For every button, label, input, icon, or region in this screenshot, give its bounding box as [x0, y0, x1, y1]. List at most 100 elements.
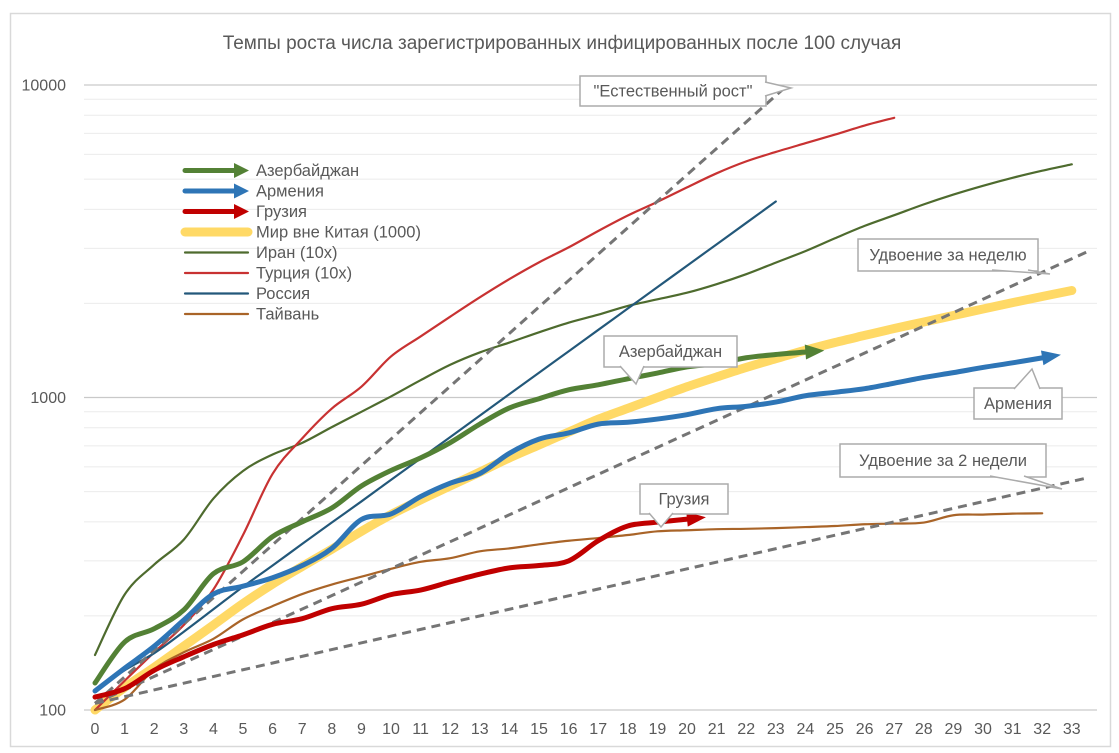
annotation-box	[839, 443, 1047, 478]
x-tick-label: 9	[357, 721, 366, 738]
annotation-label: Азербайджан	[619, 343, 722, 361]
x-tick-label: 5	[239, 721, 248, 738]
annotation-tail-fill	[765, 82, 791, 96]
legend-item-world-ex-china: Мир вне Китая (1000)	[180, 224, 421, 242]
annotation-tail	[764, 81, 794, 97]
annotation-tail	[989, 475, 1063, 490]
annotation-tail	[619, 365, 645, 386]
legend-label-world-ex-china: Мир вне Китая (1000)	[256, 224, 421, 242]
x-tick-label: 10	[382, 721, 400, 738]
annotation-box	[973, 387, 1063, 420]
series-armenia-arrow	[1040, 350, 1061, 366]
legend-item-iran: Иран (10x)	[183, 244, 338, 262]
x-tick-label: 11	[412, 721, 429, 738]
x-tick-label: 32	[1033, 721, 1051, 738]
annotation-tail	[1013, 367, 1041, 390]
x-tick-label: 26	[856, 721, 874, 738]
x-tick-label: 15	[530, 721, 548, 738]
annotation-doubling-week: Удвоение за неделю	[857, 238, 1051, 275]
legend-item-turkey: Турция (10x)	[183, 265, 352, 283]
annotation-tail	[648, 512, 674, 529]
annotation-label: Удвоение за неделю	[869, 247, 1026, 265]
legend: Азербайджан Армения Грузия Мир вне Китая (1…	[180, 162, 421, 324]
legend-label-georgia: Грузия	[256, 203, 307, 221]
x-tick-label: 0	[91, 721, 100, 738]
x-tick-label: 27	[885, 721, 903, 738]
annotation-armenia: Армения	[973, 367, 1063, 420]
annotation-doubling-two-weeks: Удвоение за 2 недели	[839, 443, 1063, 490]
series-russia	[93, 200, 777, 693]
x-tick-label: 6	[268, 721, 277, 738]
legend-label-taiwan: Тайвань	[256, 306, 319, 324]
x-tick-label: 8	[327, 721, 336, 738]
gridlines	[84, 84, 1097, 711]
legend-item-russia: Россия	[183, 285, 310, 303]
chart-frame	[9, 12, 1112, 748]
annotations: "Естественный рост" Удвоение за неделю Удв…	[579, 75, 1063, 529]
series-georgia-arrow	[686, 511, 706, 527]
x-tick-label: 30	[974, 721, 992, 738]
y-tick-label: 100	[39, 703, 66, 720]
x-tick-label: 3	[179, 721, 188, 738]
legend-label-azerbaijan: Азербайджан	[256, 162, 359, 180]
y-tick-label: 10000	[22, 78, 67, 95]
x-tick-label: 22	[737, 721, 755, 738]
x-tick-label: 18	[619, 721, 637, 738]
x-tick-label: 16	[560, 721, 578, 738]
x-tick-label: 24	[797, 721, 815, 738]
legend-label-russia: Россия	[256, 285, 310, 303]
x-tick-label: 25	[826, 721, 844, 738]
x-tick-label: 19	[649, 721, 667, 738]
legend-label-iran: Иран (10x)	[256, 244, 338, 262]
annotation-natural-growth: "Естественный рост"	[579, 75, 794, 107]
annotation-tail-fill	[649, 513, 673, 527]
x-tick-label: 23	[767, 721, 785, 738]
x-tick-label: 20	[678, 721, 696, 738]
legend-item-taiwan: Тайвань	[183, 306, 319, 324]
annotation-label: Армения	[984, 395, 1052, 413]
series-georgia	[92, 516, 690, 700]
guide-doubling-two-weeks	[94, 475, 1090, 705]
legend-item-armenia: Армения	[182, 183, 324, 201]
legend-swatch-azerbaijan-arrow	[234, 163, 249, 178]
series-armenia	[92, 355, 1045, 694]
legend-swatch-georgia-arrow	[234, 204, 249, 219]
series-world-ex-china	[90, 285, 1077, 715]
x-tick-label: 21	[708, 721, 726, 738]
legend-label-armenia: Армения	[256, 183, 324, 201]
series-turkey	[93, 116, 896, 712]
annotation-box	[639, 483, 729, 515]
x-tick-label: 4	[209, 721, 218, 738]
annotation-label: "Естественный рост"	[594, 83, 753, 101]
legend-item-azerbaijan: Азербайджан	[182, 162, 359, 180]
x-tick-label: 17	[589, 721, 607, 738]
legend-label-turkey: Турция (10x)	[256, 265, 352, 283]
x-tick-label: 7	[298, 721, 307, 738]
x-tick-label: 13	[471, 721, 489, 738]
x-tick-label: 12	[441, 721, 459, 738]
series-azerbaijan-arrow	[804, 344, 825, 360]
annotation-tail	[991, 269, 1051, 275]
series-iran	[93, 163, 1073, 657]
x-tick-label: 2	[150, 721, 159, 738]
y-tick-label: 1000	[30, 390, 66, 407]
x-tick-label: 28	[915, 721, 933, 738]
guide-natural-growth	[94, 83, 789, 705]
x-tick-label: 1	[120, 721, 129, 738]
annotation-box	[579, 75, 767, 107]
annotation-georgia: Грузия	[639, 483, 729, 529]
annotation-azerbaijan: Азербайджан	[603, 335, 738, 386]
x-tick-label: 14	[501, 721, 519, 738]
annotation-label: Грузия	[659, 491, 710, 509]
annotation-box	[603, 335, 738, 368]
chart-title: Темпы роста числа зарегистрированных инф…	[223, 33, 902, 54]
annotation-box	[857, 238, 1039, 272]
legend-item-georgia: Грузия	[182, 203, 307, 221]
x-tick-label: 33	[1063, 721, 1081, 738]
legend-swatch-armenia-arrow	[234, 183, 249, 199]
x-tick-label: 29	[945, 721, 963, 738]
annotation-label: Удвоение за 2 недели	[859, 452, 1027, 470]
